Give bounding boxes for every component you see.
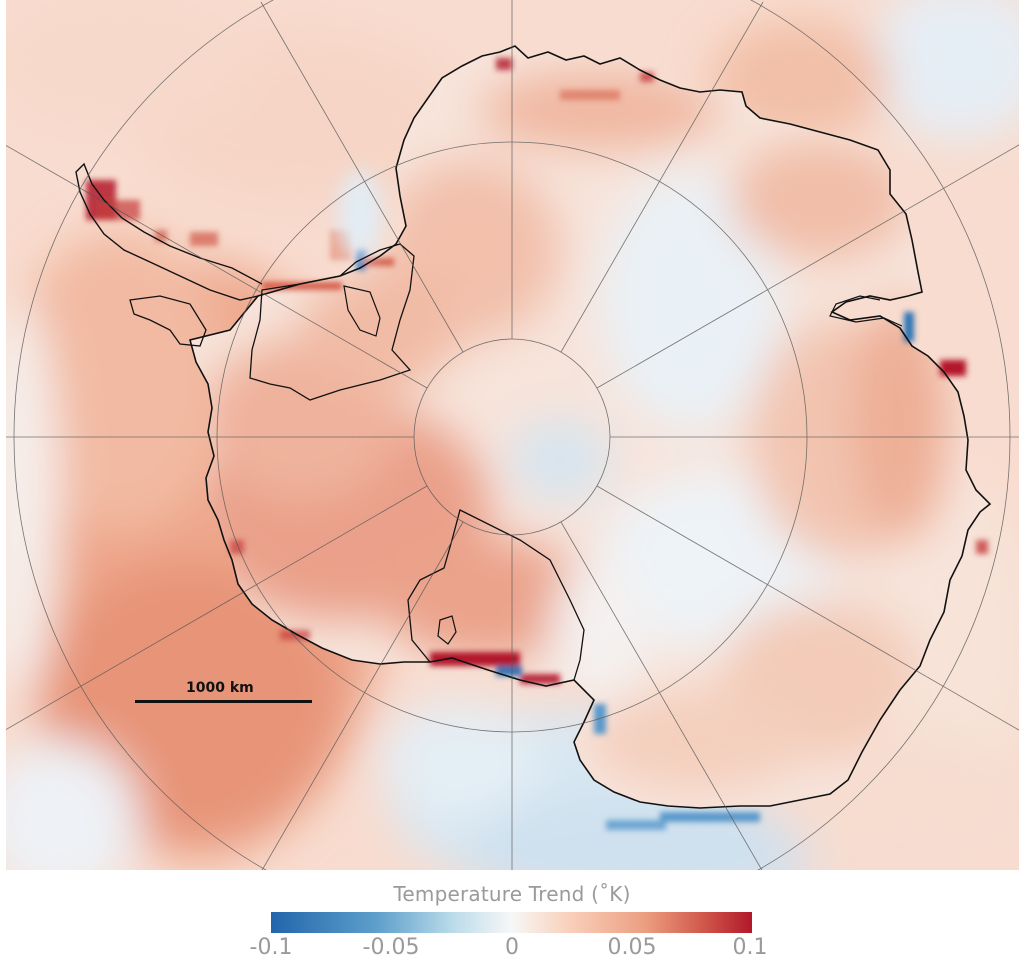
colorbar: [271, 912, 752, 933]
polar-grid: [6, 0, 1019, 870]
roosevelt-island: [437, 615, 457, 645]
ross-ice-shelf: [407, 509, 585, 681]
legend-tick-high: 0.05: [607, 935, 657, 960]
ocean-anomaly-field: [6, 0, 1019, 870]
weddell-cool-patch: [338, 170, 382, 260]
antarctica-map-svg: [6, 0, 1019, 870]
meridians: [6, 0, 1019, 870]
alexander-island: [129, 295, 207, 347]
coastal-anomalies: [86, 58, 988, 830]
scale-bar-label: 1000 km: [186, 680, 254, 696]
legend-tick-zero: 0: [505, 935, 519, 960]
legend-tick-max: 0.1: [732, 935, 768, 960]
amery-ice-shelf: [829, 295, 903, 327]
legend-tick-low: -0.05: [362, 935, 420, 960]
peninsula-coastline: [75, 162, 263, 301]
scale-bar: [135, 700, 312, 703]
temperature-trend-map: [6, 0, 1019, 870]
ronne-ice-shelf: [249, 243, 415, 401]
legend-title: Temperature Trend (˚K): [393, 882, 631, 906]
legend-tick-min: -0.1: [249, 935, 293, 960]
berkner-island: [343, 285, 381, 337]
